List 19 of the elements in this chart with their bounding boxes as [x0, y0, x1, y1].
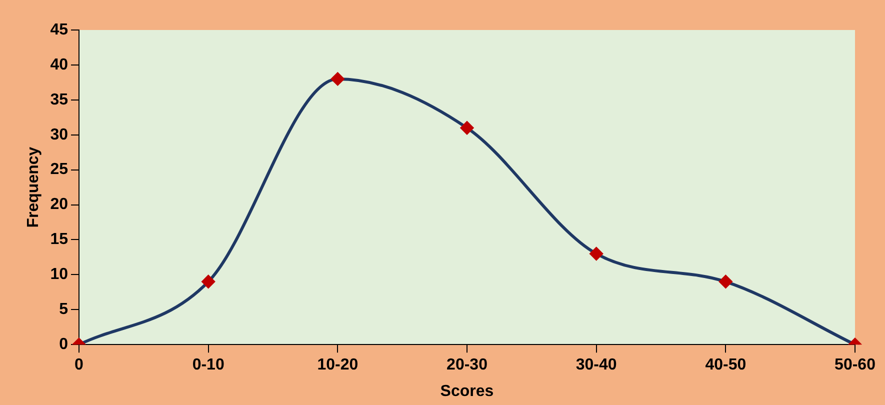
y-tick-label: 10: [50, 266, 68, 284]
y-axis-title: Frequency: [25, 146, 42, 228]
x-tick-label: 30-40: [576, 356, 617, 374]
y-tick-label: 0: [59, 336, 68, 354]
x-tick-label: 10-20: [317, 356, 358, 374]
y-tick-label: 5: [59, 301, 68, 318]
y-tick-label: 30: [50, 126, 68, 144]
y-tick-label: 15: [50, 231, 68, 248]
y-tick-label: 40: [50, 56, 68, 74]
x-tick-label: 20-30: [446, 356, 488, 374]
x-tick-label: 40-50: [705, 356, 746, 374]
y-tick-label: 25: [50, 161, 68, 178]
x-tick-label: 0-10: [192, 356, 224, 374]
x-tick-label: 0: [74, 356, 84, 374]
x-tick-label: 50-60: [834, 356, 876, 374]
y-tick-label: 20: [50, 196, 68, 214]
y-tick-label: 45: [50, 21, 68, 38]
x-axis-title: Scores: [440, 382, 494, 400]
y-tick-label: 35: [50, 91, 68, 108]
